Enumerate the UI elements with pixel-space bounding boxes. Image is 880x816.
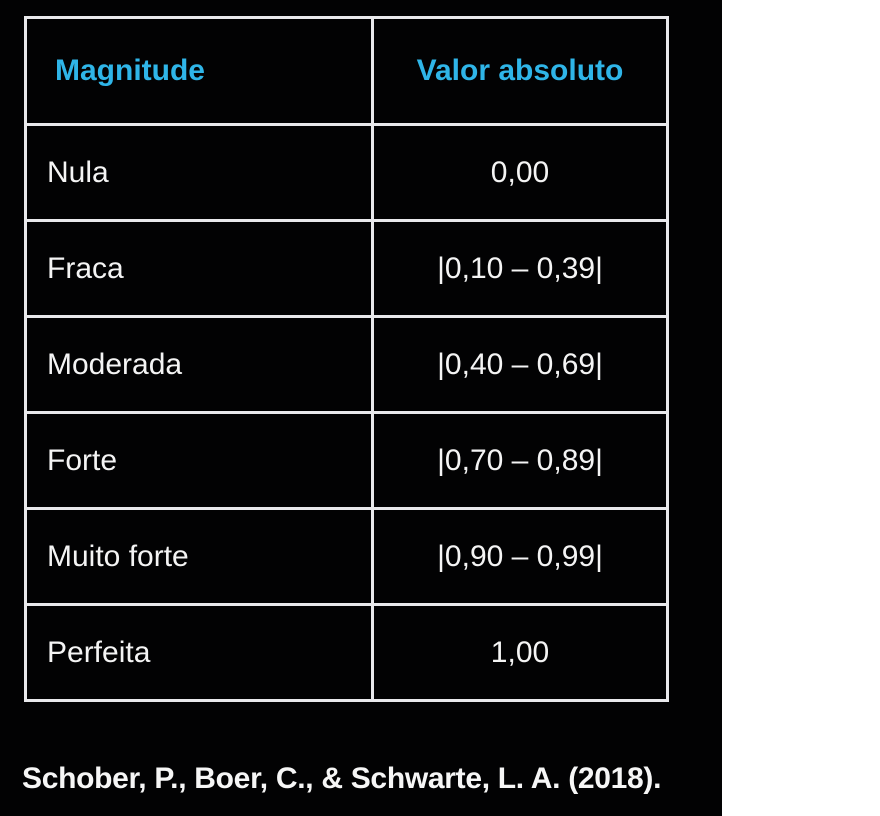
table-row: Moderada |0,40 – 0,69|: [24, 315, 669, 414]
blank-margin: [722, 0, 880, 816]
citation-text: Schober, P., Boer, C., & Schwarte, L. A.…: [22, 762, 662, 795]
value-cell: 1,00: [371, 603, 669, 702]
table-row: Fraca |0,10 – 0,39|: [24, 219, 669, 318]
magnitude-cell: Fraca: [24, 219, 374, 318]
value-cell: |0,10 – 0,39|: [371, 219, 669, 318]
slide-panel: Magnitude Valor absoluto Nula 0,00 Fraca…: [0, 0, 722, 816]
table-row: Nula 0,00: [24, 123, 669, 222]
table-header-row: Magnitude Valor absoluto: [24, 16, 669, 126]
table-row: Forte |0,70 – 0,89|: [24, 411, 669, 510]
magnitude-cell: Nula: [24, 123, 374, 222]
magnitude-cell: Forte: [24, 411, 374, 510]
magnitude-cell: Perfeita: [24, 603, 374, 702]
correlation-magnitude-table: Magnitude Valor absoluto Nula 0,00 Fraca…: [24, 16, 669, 702]
value-cell: |0,70 – 0,89|: [371, 411, 669, 510]
value-cell: 0,00: [371, 123, 669, 222]
magnitude-cell: Moderada: [24, 315, 374, 414]
magnitude-cell: Muito forte: [24, 507, 374, 606]
value-cell: |0,40 – 0,69|: [371, 315, 669, 414]
value-cell: |0,90 – 0,99|: [371, 507, 669, 606]
table-row: Perfeita 1,00: [24, 603, 669, 702]
header-magnitude: Magnitude: [24, 16, 374, 126]
table-row: Muito forte |0,90 – 0,99|: [24, 507, 669, 606]
header-valor-absoluto: Valor absoluto: [371, 16, 669, 126]
